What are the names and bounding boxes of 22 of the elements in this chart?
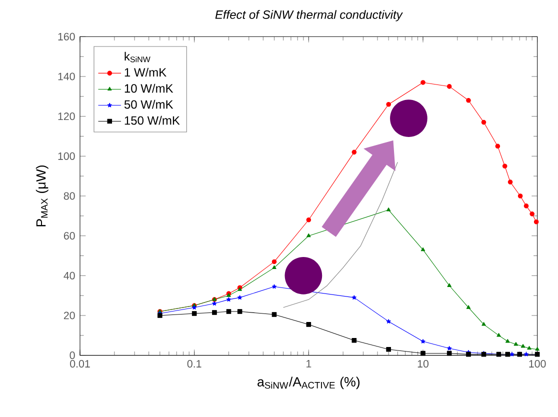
y-axis-title: P$_{MAX}$ (μW) (36, 166, 48, 226)
y-tick-label: 80 (64, 192, 75, 200)
y-tick-label: 60 (64, 232, 75, 240)
legend-label: 1 W/mK (124, 68, 166, 77)
legend-label: 50 W/mK (124, 100, 174, 109)
legend-title: k$_{SiNW}$ (124, 52, 150, 62)
y-tick-label: 120 (58, 112, 75, 120)
legend-label: 10 W/mK (124, 84, 174, 93)
x-tick-label: 10 (418, 360, 429, 368)
x-tick-label: 100 (529, 360, 546, 368)
y-tick-label: 20 (64, 312, 75, 320)
y-tick-label: 100 (58, 152, 75, 160)
legend-label: 150 W/mK (124, 116, 180, 125)
y-tick-label: 140 (58, 72, 75, 80)
y-tick-label: 160 (58, 33, 75, 41)
chart-title: Effect of SiNW thermal conductivity (215, 10, 403, 22)
y-tick-label: 0 (70, 352, 75, 360)
x-axis-title: a$_{SiNW}$/A$_{ACTIVE}$ (%) (258, 376, 360, 390)
x-tick-label: 0.1 (187, 360, 202, 368)
y-tick-label: 40 (64, 272, 75, 280)
x-tick-label: 1 (306, 360, 312, 368)
x-tick-label: 0.01 (70, 360, 90, 368)
